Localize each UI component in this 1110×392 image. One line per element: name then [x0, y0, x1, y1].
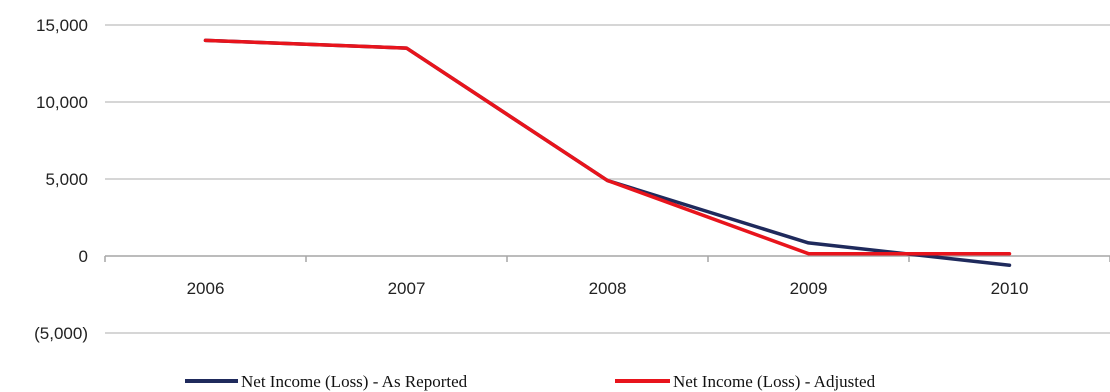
series-line — [203, 38, 1012, 256]
legend-item: Net Income (Loss) - As Reported — [185, 372, 468, 391]
x-tick-label: 2009 — [790, 279, 828, 298]
x-tick-label: 2006 — [187, 279, 225, 298]
x-tick-label: 2010 — [991, 279, 1029, 298]
x-tick-label: 2008 — [589, 279, 627, 298]
y-tick-label: (5,000) — [34, 324, 88, 343]
y-tick-label: 5,000 — [45, 170, 88, 189]
y-tick-label: 0 — [79, 247, 88, 266]
series-lines — [203, 38, 1012, 267]
series-line — [203, 38, 1012, 267]
legend-label: Net Income (Loss) - Adjusted — [673, 372, 876, 391]
x-tick-label: 2007 — [388, 279, 426, 298]
legend: Net Income (Loss) - As Reported Net Incom… — [185, 372, 876, 391]
y-tick-label: 10,000 — [36, 93, 88, 112]
x-axis-tick-labels: 2006 2007 2008 2009 2010 — [187, 279, 1029, 298]
legend-item: Net Income (Loss) - Adjusted — [615, 372, 876, 391]
legend-label: Net Income (Loss) - As Reported — [241, 372, 468, 391]
y-axis-tick-labels: 15,000 10,000 5,000 0 (5,000) — [34, 16, 88, 343]
y-tick-label: 15,000 — [36, 16, 88, 35]
x-axis — [104, 255, 1110, 262]
